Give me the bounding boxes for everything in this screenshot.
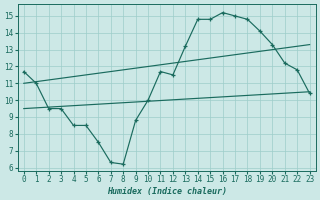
X-axis label: Humidex (Indice chaleur): Humidex (Indice chaleur) bbox=[107, 187, 227, 196]
